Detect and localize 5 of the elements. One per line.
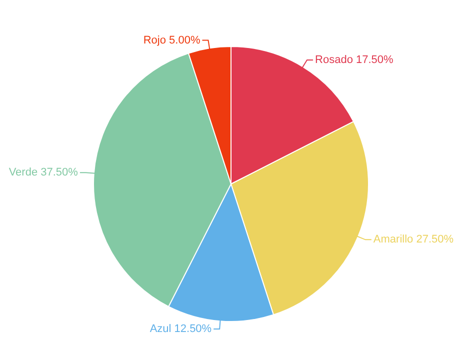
slice-label: Verde 37.50% <box>8 166 78 179</box>
slice-label: Rojo 5.00% <box>143 34 200 46</box>
slice-label: Amarillo 27.50% <box>373 234 454 246</box>
slice-label: Azul 12.50% <box>150 323 212 336</box>
slice-label: Rosado 17.50% <box>315 54 394 66</box>
